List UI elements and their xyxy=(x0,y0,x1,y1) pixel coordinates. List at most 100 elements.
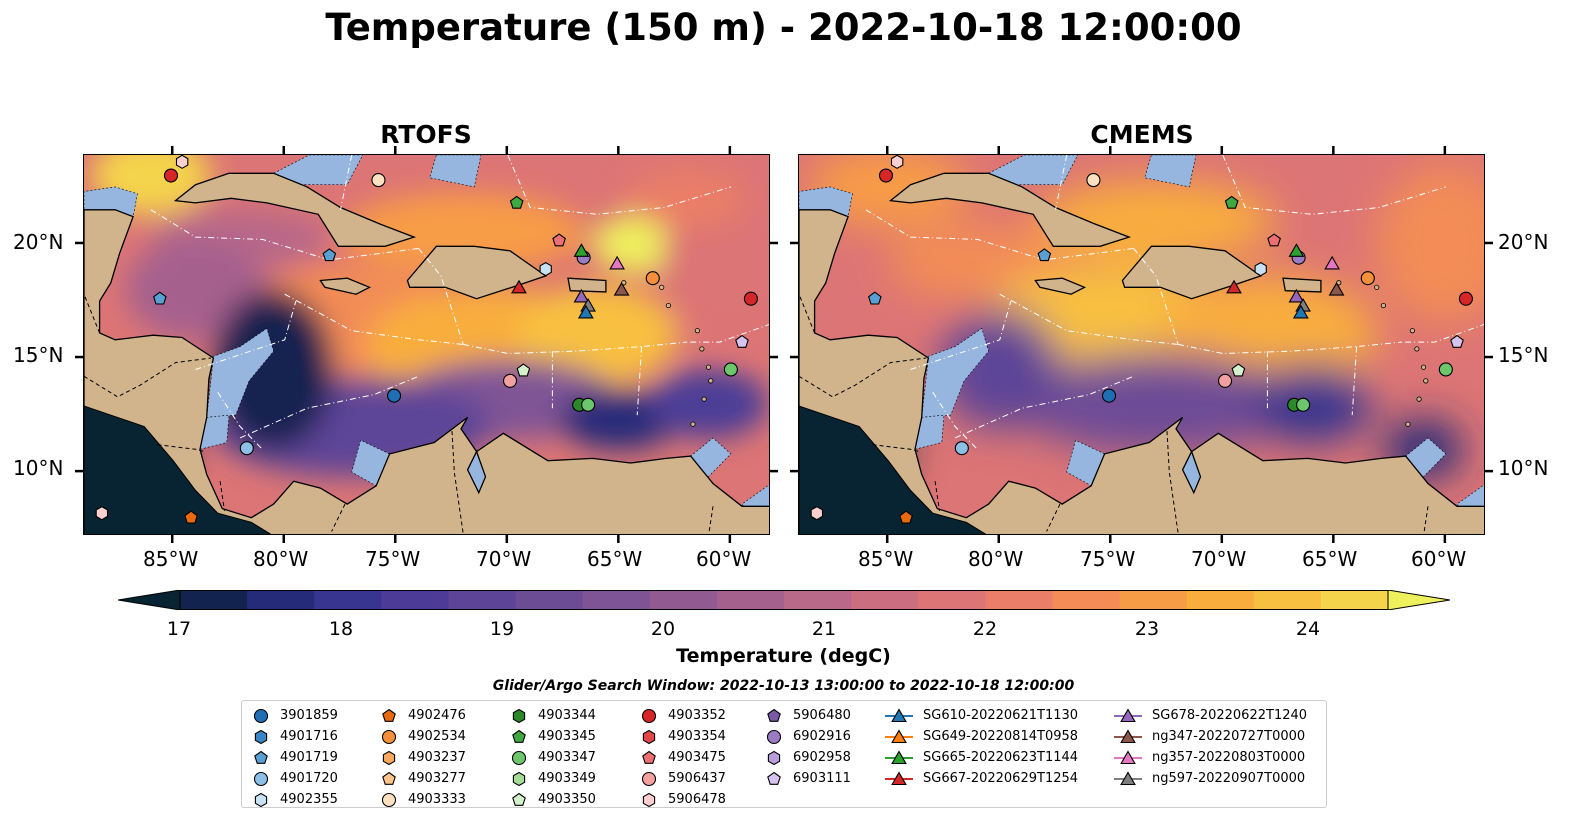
island xyxy=(1380,302,1386,309)
legend-column: 5906480 6902916 6902958 6903111 xyxy=(765,705,851,789)
glider-marker-triangle xyxy=(891,770,907,785)
colorbar-tick-19: 19 xyxy=(489,618,515,640)
island xyxy=(1423,378,1429,384)
legend-item: 4902355 xyxy=(252,789,338,810)
float-marker-circle xyxy=(1360,271,1375,286)
shelf-bathymetry xyxy=(84,155,769,530)
colorbar-segment xyxy=(1052,590,1121,610)
map-panel-rtofs[interactable] xyxy=(83,154,770,535)
legend-marker-icon xyxy=(767,708,781,722)
legend-marker-icon xyxy=(1114,770,1142,785)
float-marker-hexagon xyxy=(642,729,656,744)
float-marker-pentagon xyxy=(509,195,524,209)
legend-title: Glider/Argo Search Window: 2022-10-13 13… xyxy=(492,678,1075,694)
legend-item: SG610-20220621T1130 xyxy=(885,705,1078,726)
figure-title: Temperature (150 m) - 2022-10-18 12:00:0… xyxy=(325,6,1242,49)
legend-label: 4903352 xyxy=(668,708,726,723)
float-marker-hexagon xyxy=(512,708,526,723)
lat-label-20n-left: 20°N xyxy=(13,230,64,254)
eez-boundaries xyxy=(865,155,1484,450)
float-marker-hexagon xyxy=(767,750,781,765)
land-puertorico xyxy=(567,277,607,293)
float-marker-pentagon xyxy=(512,792,526,806)
legend-label: 4901719 xyxy=(280,750,338,765)
colorbar-extend-high xyxy=(1387,589,1451,611)
float-marker-pentagon xyxy=(1231,363,1246,377)
float-marker-circle xyxy=(163,168,179,183)
legend-marker-icon xyxy=(512,792,526,806)
float-marker-pentagon xyxy=(322,248,337,262)
lon-label-80w-rtofs: 80°W xyxy=(253,547,309,571)
country-borders xyxy=(84,294,714,534)
float-markers xyxy=(95,155,758,524)
glider-marker-triangle xyxy=(511,279,527,294)
float-marker-pentagon xyxy=(767,708,781,722)
island xyxy=(659,284,665,290)
float-marker-pentagon xyxy=(516,363,531,377)
legend-label: 3901859 xyxy=(280,708,338,723)
float-marker-circle xyxy=(1101,388,1117,403)
legend-marker-icon xyxy=(1114,707,1142,722)
float-marker-hexagon xyxy=(382,750,396,765)
legend-item: SG667-20220629T1254 xyxy=(885,768,1078,789)
lat-label-15n-right: 15°N xyxy=(1498,343,1549,367)
float-marker-hexagon xyxy=(539,261,552,277)
glider-marker-triangle xyxy=(613,282,630,296)
legend-item: 6902916 xyxy=(765,726,851,747)
legend-item: ng347-20220727T0000 xyxy=(1114,726,1307,747)
island xyxy=(694,328,700,334)
legend-item: 5906437 xyxy=(640,768,726,789)
legend-label: 4902355 xyxy=(280,792,338,807)
legend-item: ng357-20220803T0000 xyxy=(1114,747,1307,768)
float-marker-pentagon xyxy=(1037,248,1052,262)
legend-marker-icon xyxy=(381,729,397,744)
legend-item: 4903277 xyxy=(380,768,466,789)
glider-marker-triangle xyxy=(1120,728,1136,743)
glider-marker-triangle xyxy=(1120,770,1136,785)
colorbar-tick-17: 17 xyxy=(166,618,192,640)
colorbar-segment xyxy=(716,590,785,610)
lon-label-80w-cmems: 80°W xyxy=(968,547,1024,571)
land xyxy=(799,172,1484,534)
legend-item: 4903333 xyxy=(380,789,466,810)
float-marker-circle xyxy=(511,750,527,765)
legend-item: SG649-20220814T0958 xyxy=(885,726,1078,747)
lat-label-20n-right: 20°N xyxy=(1498,230,1549,254)
country-borders xyxy=(799,294,1429,534)
island xyxy=(1409,328,1415,334)
eez-boundaries xyxy=(150,155,769,450)
legend-marker-icon xyxy=(641,771,657,786)
float-marker-circle xyxy=(1086,173,1101,188)
island xyxy=(705,364,712,370)
island xyxy=(1374,284,1380,290)
float-marker-circle xyxy=(743,291,758,306)
legend-label: 5906480 xyxy=(793,708,851,723)
legend-label: 4903277 xyxy=(408,771,466,786)
legend-label: ng357-20220803T0000 xyxy=(1152,750,1306,765)
legend-marker-icon xyxy=(253,771,269,786)
legend-label: SG610-20220621T1130 xyxy=(923,708,1079,723)
lat-label-15n-left: 15°N xyxy=(13,343,64,367)
colorbar-tick-23: 23 xyxy=(1134,618,1160,640)
legend-marker-icon xyxy=(885,770,913,785)
colorbar-segment xyxy=(247,590,315,610)
map-panel-cmems[interactable] xyxy=(798,154,1485,535)
legend-marker-icon xyxy=(511,750,527,765)
panel-title-cmems: CMEMS xyxy=(1090,120,1194,149)
float-marker-circle xyxy=(381,792,397,807)
glider-marker-triangle xyxy=(573,288,590,303)
float-marker-pentagon xyxy=(1267,233,1281,247)
colorbar-frame xyxy=(179,590,1389,610)
float-marker-circle xyxy=(641,771,657,786)
legend-marker-icon xyxy=(253,708,269,723)
land-venezuela_lake_cut xyxy=(1181,449,1202,495)
panel-title-rtofs: RTOFS xyxy=(380,120,472,149)
legend-item: SG678-20220622T1240 xyxy=(1114,705,1307,726)
legend-marker-icon xyxy=(254,792,268,807)
land-hispaniola xyxy=(406,245,548,300)
land-jamaica xyxy=(319,277,372,295)
temperature-field xyxy=(84,155,769,534)
colorbar-tick-24: 24 xyxy=(1295,618,1321,640)
float-marker-hexagon xyxy=(95,506,109,521)
legend-item: 4903354 xyxy=(640,726,726,747)
